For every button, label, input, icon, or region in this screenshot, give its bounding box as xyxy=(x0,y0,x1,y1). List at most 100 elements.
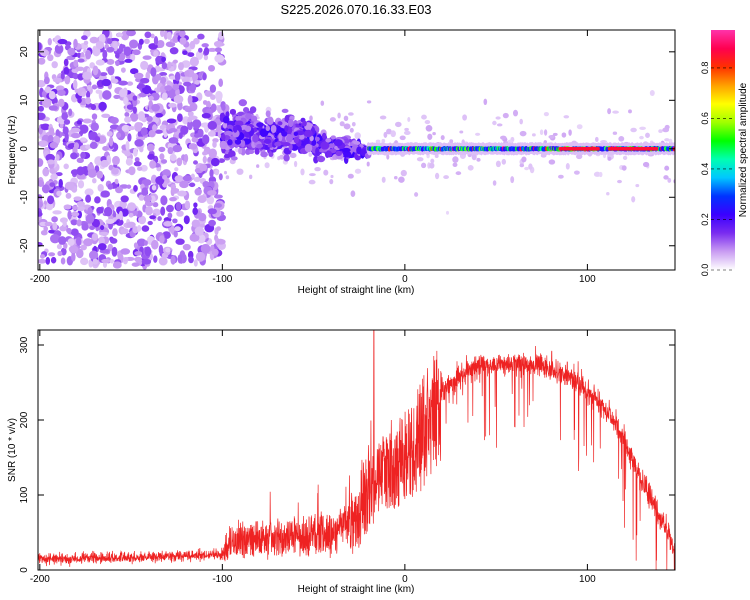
spectrogram-xtick-label: -100 xyxy=(212,274,232,285)
spectrogram-cell xyxy=(76,157,84,163)
spectrogram-cell xyxy=(386,154,390,160)
spectrogram-cell xyxy=(136,83,146,89)
spectrogram-cell xyxy=(124,149,132,157)
spectrogram-cell xyxy=(146,115,153,122)
spectrogram-cell xyxy=(193,259,198,267)
spectrogram-cell xyxy=(390,130,396,138)
spectrogram-cell xyxy=(202,155,207,164)
spectrogram-cell xyxy=(210,103,217,113)
spectrogram-cell xyxy=(76,205,86,212)
spectrogram-cell xyxy=(64,75,71,85)
spectrogram-cell xyxy=(126,221,136,228)
spectrogram-cell xyxy=(293,131,299,137)
spectrogram-cell xyxy=(201,112,211,119)
spectrogram-cell xyxy=(44,76,50,85)
spectrogram-cell xyxy=(131,49,141,56)
spectrogram-ytick-label: 20 xyxy=(19,46,30,58)
spectrogram-cell xyxy=(115,186,123,194)
spectrogram-ytick-label: -20 xyxy=(19,238,30,253)
spectrogram-cell xyxy=(256,143,264,148)
spectrogram-cell xyxy=(124,112,130,117)
spectrogram-cell xyxy=(329,117,336,122)
spectrogram-cell xyxy=(399,135,406,141)
colorbar-tick-label: 0.2 xyxy=(700,213,710,226)
spectrogram-cell xyxy=(173,230,178,238)
spectrogram-cell xyxy=(339,121,345,127)
spectrogram-cell xyxy=(101,258,111,263)
spectrogram-cell xyxy=(594,136,599,142)
spectrogram-cell xyxy=(263,138,272,144)
spectrogram-cell xyxy=(214,169,220,176)
spectrogram-cell xyxy=(642,161,650,168)
spectrogram-cell xyxy=(55,154,60,161)
spectrogram-cell xyxy=(166,80,172,86)
spectrogram-cell xyxy=(284,125,289,132)
spectrogram-cell xyxy=(126,30,136,37)
spectrogram-cell xyxy=(41,184,50,194)
spectrogram-cell xyxy=(159,235,165,244)
spectrogram-cell xyxy=(302,120,307,127)
spectrogram-cell xyxy=(151,184,157,191)
spectrogram-cell xyxy=(140,164,148,172)
spectrogram-cell xyxy=(169,47,179,55)
spectrogram-cell xyxy=(342,151,352,158)
spectrogram-cell xyxy=(178,30,186,38)
spectrogram-cell xyxy=(75,236,82,246)
spectrogram-cell xyxy=(127,202,137,211)
colorbar-tick-label: 0.6 xyxy=(700,112,710,125)
spectrogram-cell xyxy=(111,167,119,175)
spectrogram-cell xyxy=(199,163,208,172)
spectrogram-cell xyxy=(394,121,402,128)
spectrogram-cell xyxy=(182,175,192,182)
spectrogram-cell xyxy=(70,127,81,133)
spectrogram-cell xyxy=(528,163,533,170)
spectrogram-cell xyxy=(249,106,257,114)
spectrogram-cell xyxy=(187,94,193,105)
spectrogram-cell xyxy=(158,256,168,266)
spectrogram-cell xyxy=(278,132,283,142)
spectrogram-xlabel: Height of straight line (km) xyxy=(298,285,415,296)
spectrogram-cell xyxy=(50,234,60,244)
spectrogram-cell xyxy=(304,143,313,153)
spectrogram-cell xyxy=(164,85,173,91)
spectrogram-cell xyxy=(89,36,99,44)
spectrogram-cell xyxy=(38,57,46,65)
spectrogram-cell xyxy=(114,178,119,185)
spectrogram-cell xyxy=(639,126,646,130)
spectrogram-cell xyxy=(54,44,64,54)
spectrogram-cell xyxy=(39,254,46,259)
spectrogram-cell xyxy=(159,72,168,77)
spectrogram-cell xyxy=(133,184,138,192)
spectrogram-cell xyxy=(97,243,107,251)
spectrogram-cell xyxy=(44,86,52,94)
spectrogram-cell xyxy=(63,67,70,75)
spectrogram-cell xyxy=(398,176,405,183)
spectrogram-cell xyxy=(165,41,176,48)
spectrogram-cell xyxy=(214,203,223,208)
spectrogram-cell xyxy=(80,257,89,266)
spectrogram-cell xyxy=(57,250,63,257)
spectrogram-cell xyxy=(38,80,46,88)
spectrogram-cell xyxy=(158,146,166,153)
spectrogram-cell xyxy=(38,105,44,112)
spectrogram-cell xyxy=(147,143,155,152)
spectrogram-cell xyxy=(211,248,219,256)
spectrogram-cell xyxy=(137,225,142,232)
spectrogram-ytick-label: 10 xyxy=(19,94,30,106)
spectrogram-ylabel: Frequency (Hz) xyxy=(7,116,18,185)
spectrogram-cell xyxy=(600,140,608,144)
spectrogram-cell xyxy=(116,32,124,37)
spectrogram-cell xyxy=(309,115,313,122)
spectrogram-cell xyxy=(180,125,189,135)
spectrogram-cell xyxy=(184,200,191,210)
spectrogram-cell xyxy=(193,160,198,165)
spectrogram-cell xyxy=(52,77,63,83)
spectrogram-cell xyxy=(231,156,238,161)
spectrogram-cell xyxy=(429,162,435,169)
spectrogram-cell xyxy=(202,151,208,156)
spectrogram-cell xyxy=(552,132,558,136)
spectrogram-cell xyxy=(157,216,162,222)
spectrogram-cell xyxy=(467,164,474,171)
